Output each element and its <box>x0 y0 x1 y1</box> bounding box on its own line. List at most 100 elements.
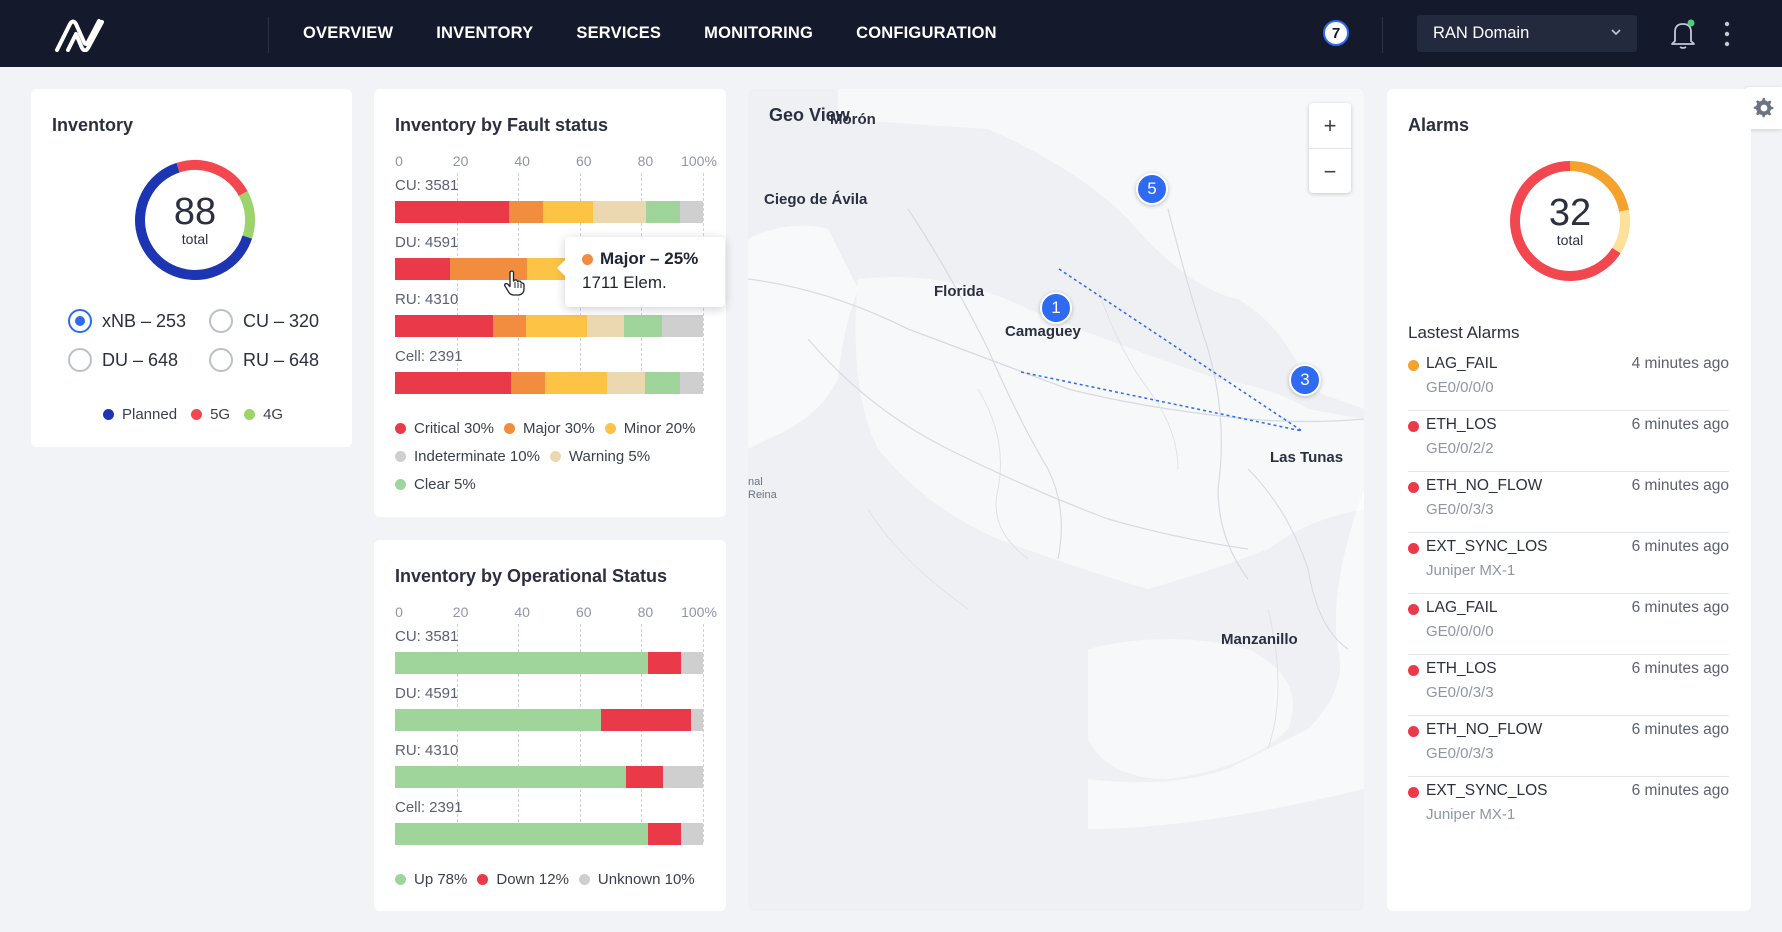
inventory-donut: 88 total <box>133 158 257 282</box>
main-nav: OVERVIEW INVENTORY SERVICES MONITORING C… <box>303 0 1040 67</box>
bar-segment[interactable] <box>545 372 607 394</box>
legend-4g: 4G <box>244 406 283 423</box>
bar-segment[interactable] <box>626 766 663 788</box>
bar-segment[interactable] <box>680 201 703 223</box>
nav-overview[interactable]: OVERVIEW <box>303 24 394 42</box>
map-marker[interactable]: 5 <box>1136 173 1168 205</box>
donut-segment[interactable] <box>1510 161 1630 281</box>
alarm-list-item[interactable]: ETH_NO_FLOW 6 minutes ago GE0/0/3/3 <box>1408 472 1729 533</box>
alarm-list-item[interactable]: EXT_SYNC_LOS 6 minutes ago Juniper MX-1 <box>1408 533 1729 594</box>
bar-segment[interactable] <box>681 823 703 845</box>
domain-select-value: RAN Domain <box>1433 24 1530 42</box>
bar-segment[interactable] <box>395 315 493 337</box>
stacked-bar[interactable] <box>395 652 703 674</box>
radio-xnb-label: xNB – 253 <box>102 310 187 331</box>
radio-du[interactable]: DU – 648 <box>68 348 178 372</box>
hand-pointer-icon <box>504 270 525 296</box>
inventory-total-label: total <box>181 231 209 247</box>
stacked-bar[interactable] <box>395 823 703 845</box>
bar-segment[interactable] <box>509 201 544 223</box>
bar-segment[interactable] <box>624 315 662 337</box>
map-marker[interactable]: 1 <box>1040 292 1072 324</box>
alarm-list-item[interactable]: EXT_SYNC_LOS 6 minutes ago Juniper MX-1 <box>1408 777 1729 838</box>
stacked-bar[interactable] <box>395 709 703 731</box>
bar-segment[interactable] <box>395 709 602 731</box>
bar-segment[interactable] <box>645 372 680 394</box>
alarm-source: GE0/0/3/3 <box>1426 745 1494 762</box>
geo-view-map[interactable]: Geo View Morón Ciego de Ávila Florida Ca… <box>748 89 1364 911</box>
legend-label: Major 30% <box>523 420 595 437</box>
map-marker[interactable]: 3 <box>1289 364 1321 396</box>
chart-legend-row: Critical 30% Major 30% Minor 20% <box>395 420 705 437</box>
radio-cu[interactable]: CU – 320 <box>209 309 319 333</box>
bar-segment[interactable] <box>395 766 626 788</box>
bar-segment[interactable] <box>647 823 682 845</box>
legend-label: Up 78% <box>414 871 468 888</box>
radio-xnb[interactable]: xNB – 253 <box>68 309 186 333</box>
bar-segment[interactable] <box>592 201 646 223</box>
alarm-list-item[interactable]: LAG_FAIL 6 minutes ago GE0/0/0/0 <box>1408 594 1729 655</box>
donut-segment[interactable] <box>133 158 257 282</box>
notification-bell-icon[interactable] <box>1668 18 1698 50</box>
stacked-bar[interactable] <box>395 372 703 394</box>
zoom-out-button[interactable]: − <box>1323 158 1337 184</box>
place-label: Morón <box>830 111 876 128</box>
radio-button[interactable] <box>209 348 233 372</box>
task-count-badge[interactable]: 7 <box>1323 20 1349 46</box>
radio-button[interactable] <box>68 309 92 333</box>
alarm-time: 6 minutes ago <box>1631 721 1729 738</box>
bar-row-label: Cell: 2391 <box>395 348 463 365</box>
stacked-bar[interactable] <box>395 315 703 337</box>
bar-segment[interactable] <box>606 372 646 394</box>
bar-segment[interactable] <box>679 372 703 394</box>
bar-row-label: Cell: 2391 <box>395 799 463 816</box>
domain-select[interactable]: RAN Domain <box>1417 15 1637 52</box>
alarm-source: Juniper MX-1 <box>1426 806 1516 823</box>
bar-segment[interactable] <box>601 709 691 731</box>
bar-segment[interactable] <box>543 201 593 223</box>
bar-segment[interactable] <box>510 372 546 394</box>
alarm-list-item[interactable]: LAG_FAIL 4 minutes ago GE0/0/0/0 <box>1408 350 1729 411</box>
stacked-bar[interactable] <box>395 201 703 223</box>
alarm-list-item[interactable]: ETH_LOS 6 minutes ago GE0/0/3/3 <box>1408 655 1729 716</box>
nav-services[interactable]: SERVICES <box>576 24 662 42</box>
operational-status-card: Inventory by Operational Status 0 20 40 60 8… <box>374 540 726 911</box>
map-title: Geo View <box>769 105 850 125</box>
nav-configuration[interactable]: CONFIGURATION <box>856 24 997 42</box>
bar-segment[interactable] <box>395 201 510 223</box>
bar-segment[interactable] <box>645 201 681 223</box>
more-options-icon[interactable] <box>1722 20 1732 48</box>
axis-tick-label: 100% <box>681 604 717 620</box>
bar-segment[interactable] <box>450 258 528 280</box>
bar-segment[interactable] <box>662 766 703 788</box>
latest-alarms-heading: Lastest Alarms <box>1408 323 1520 342</box>
place-label: Manzanillo <box>1221 631 1298 648</box>
bar-segment[interactable] <box>526 315 587 337</box>
legend-label: Down 12% <box>496 871 569 888</box>
radio-ru[interactable]: RU – 648 <box>209 348 319 372</box>
nav-monitoring[interactable]: MONITORING <box>704 24 814 42</box>
donut-segment[interactable] <box>1510 161 1630 281</box>
bar-segment[interactable] <box>395 258 451 280</box>
radio-button[interactable] <box>209 309 233 333</box>
bar-segment[interactable] <box>395 372 511 394</box>
bar-segment[interactable] <box>690 709 703 731</box>
alarm-list-item[interactable]: ETH_NO_FLOW 6 minutes ago GE0/0/3/3 <box>1408 716 1729 777</box>
settings-tab[interactable] <box>1745 87 1782 129</box>
bar-segment[interactable] <box>681 652 703 674</box>
bar-segment[interactable] <box>395 823 648 845</box>
donut-segment[interactable] <box>133 158 257 282</box>
bar-segment[interactable] <box>661 315 703 337</box>
bar-row-label: CU: 3581 <box>395 177 459 194</box>
stacked-bar[interactable] <box>395 766 703 788</box>
alarm-list-item[interactable]: ETH_LOS 6 minutes ago GE0/0/2/2 <box>1408 411 1729 472</box>
bar-segment[interactable] <box>395 652 648 674</box>
radio-button[interactable] <box>68 348 92 372</box>
zoom-in-button[interactable]: + <box>1323 112 1337 138</box>
nav-inventory[interactable]: INVENTORY <box>436 24 534 42</box>
bar-segment[interactable] <box>492 315 527 337</box>
bar-segment[interactable] <box>647 652 682 674</box>
nav-divider <box>1382 17 1383 53</box>
app-logo-icon[interactable] <box>54 18 106 52</box>
bar-segment[interactable] <box>586 315 625 337</box>
